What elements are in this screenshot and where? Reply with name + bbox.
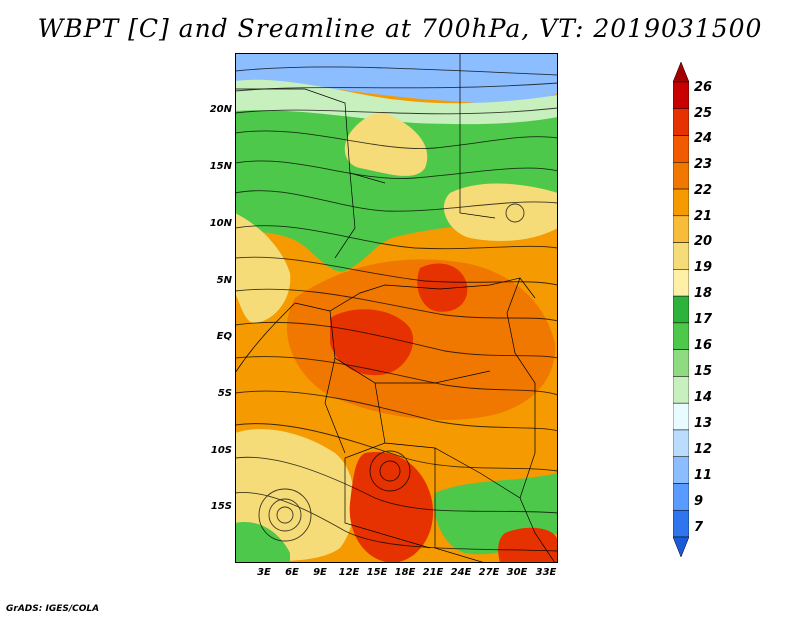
colorbar-label-26: 26	[694, 80, 713, 95]
chart-title: WBPT [C] and Sreamline at 700hPa, VT: 20…	[37, 14, 763, 43]
field-blue-north	[235, 53, 558, 105]
colorbar-segment	[673, 456, 689, 484]
colorbar-label-14: 14	[694, 390, 713, 405]
lon-label-15e: 15E	[366, 567, 388, 578]
colorbar-segment	[673, 429, 689, 457]
lat-label-15n: 15N	[209, 161, 232, 172]
colorbar-segment	[673, 269, 689, 297]
colorbar-label-12: 12	[694, 442, 713, 457]
colorbar-segment	[673, 295, 689, 324]
field-pale-sahel	[344, 112, 428, 176]
colorbar-label-24: 24	[694, 131, 713, 146]
colorbar-segment	[673, 242, 689, 270]
colorbar-label-7: 7	[694, 520, 704, 535]
colorbar-segment	[673, 188, 689, 217]
lon-label-9e: 9E	[313, 567, 327, 578]
colorbar-label-25: 25	[694, 106, 713, 121]
lat-label-15s: 15S	[210, 501, 232, 512]
colorbar-label-9: 9	[694, 494, 704, 509]
lon-label-3e: 3E	[257, 567, 271, 578]
colorbar-segment	[673, 322, 689, 350]
colorbar-segment	[673, 162, 689, 190]
colorbar-segment	[673, 536, 689, 557]
colorbar-segment	[673, 376, 689, 404]
colorbar-segment	[673, 108, 689, 136]
colorbar-segment	[673, 509, 689, 538]
field-hot-center	[330, 309, 414, 376]
field-hot-south	[349, 452, 434, 563]
field-hot-east	[417, 263, 468, 312]
lon-label-27e: 27E	[478, 567, 500, 578]
colorbar-label-21: 21	[694, 209, 713, 224]
colorbar-segment	[673, 81, 689, 110]
colorbar-segment	[673, 483, 689, 511]
lat-label-eq: EQ	[216, 331, 232, 342]
field-pale-west	[235, 213, 291, 324]
colorbar-label-13: 13	[694, 416, 713, 431]
colorbar-segment	[673, 402, 689, 431]
colorbar-label-11: 11	[694, 468, 713, 483]
lat-label-20n: 20N	[209, 104, 232, 115]
colorbar-label-16: 16	[694, 338, 713, 353]
colorbar-segment	[673, 215, 689, 243]
lat-label-5n: 5N	[216, 275, 232, 286]
grads-credit: GrADS: IGES/COLA	[6, 604, 100, 614]
colorbar-label-19: 19	[694, 260, 713, 275]
country-borders	[235, 53, 556, 563]
colorbar-label-23: 23	[694, 157, 713, 172]
streamlines	[235, 66, 558, 552]
colorbar-label-15: 15	[694, 364, 713, 379]
colorbar-label-17: 17	[694, 312, 713, 327]
map-field	[235, 53, 558, 563]
colorbar-segment	[673, 62, 689, 83]
colorbar-label-22: 22	[694, 183, 713, 198]
lat-label-10s: 10S	[210, 445, 232, 456]
colorbar-label-18: 18	[694, 286, 713, 301]
lon-label-21e: 21E	[422, 567, 444, 578]
map-frame	[235, 53, 558, 563]
lon-label-24e: 24E	[450, 567, 472, 578]
field-hot-southeast	[498, 527, 558, 563]
lon-label-33e: 33E	[535, 567, 557, 578]
field-pale-east	[443, 183, 558, 241]
colorbar-label-20: 20	[694, 234, 713, 249]
lat-label-10n: 10N	[209, 218, 232, 229]
field-green-southwest	[235, 522, 290, 563]
colorbar-segment	[673, 349, 689, 377]
wbpt-map	[235, 53, 558, 563]
lon-label-30e: 30E	[506, 567, 528, 578]
lat-label-5s: 5S	[217, 388, 232, 399]
colorbar-segment	[673, 135, 689, 163]
lon-label-12e: 12E	[338, 567, 360, 578]
lon-label-18e: 18E	[394, 567, 416, 578]
lon-label-6e: 6E	[285, 567, 299, 578]
field-warm-center	[286, 259, 556, 421]
colorbar	[673, 62, 689, 557]
